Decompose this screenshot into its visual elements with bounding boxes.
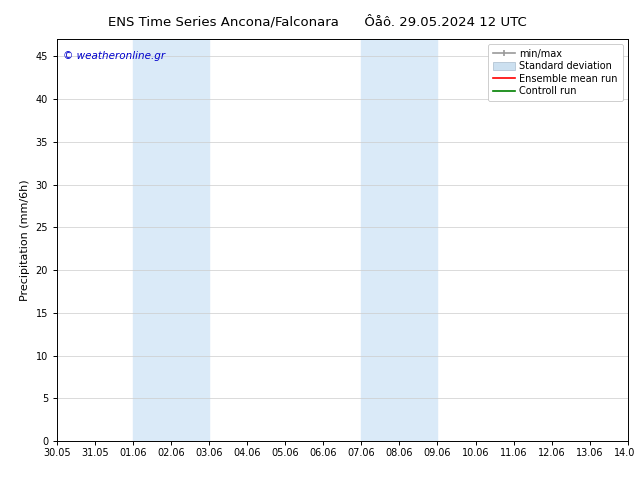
Bar	[361, 39, 437, 441]
Text: ENS Time Series Ancona/Falconara      Ôåô. 29.05.2024 12 UTC: ENS Time Series Ancona/Falconara Ôåô. 29…	[108, 15, 526, 28]
Text: © weatheronline.gr: © weatheronline.gr	[63, 51, 165, 61]
Legend: min/max, Standard deviation, Ensemble mean run, Controll run: min/max, Standard deviation, Ensemble me…	[488, 44, 623, 101]
Y-axis label: Precipitation (mm/6h): Precipitation (mm/6h)	[20, 179, 30, 301]
Bar	[133, 39, 209, 441]
